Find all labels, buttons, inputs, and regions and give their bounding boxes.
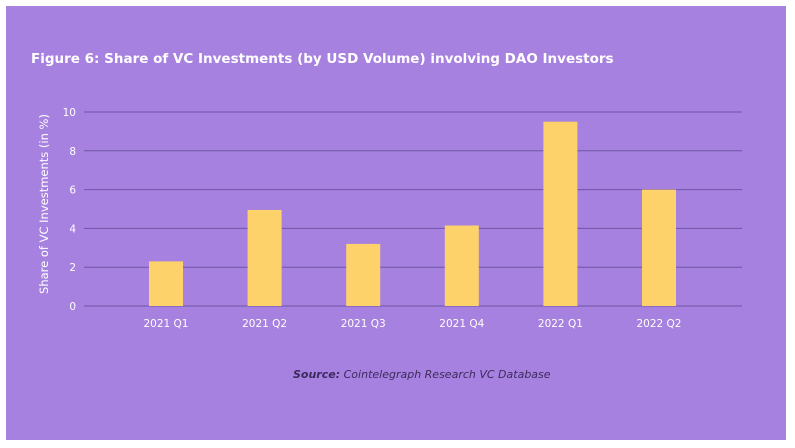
bar-2021-q2 [247,209,282,306]
bar-2021-q1 [149,261,183,306]
y-tick-labels: 0 2 4 6 8 10 [63,107,77,313]
bar-2022-q2 [642,189,676,306]
source-text: Cointelegraph Research VC Database [343,368,551,381]
y-tick-label: 0 [69,301,76,313]
chart-title: Figure 6: Share of VC Investments (by US… [31,51,614,67]
x-tick-label: 2021 Q1 [143,318,188,330]
x-tick-label: 2021 Q3 [341,318,386,330]
bars [149,121,676,306]
x-tick-label: 2021 Q4 [439,318,484,330]
gridlines [84,111,742,307]
source-note: Source: Cointelegraph Research VC Databa… [293,368,551,381]
bar-2021-q3 [346,243,381,306]
x-tick-label: 2022 Q2 [636,318,681,330]
y-tick-label: 2 [69,262,76,274]
y-tick-label: 8 [69,146,76,158]
bar-2021-q4 [444,225,479,306]
x-tick-label: 2021 Q2 [242,318,287,330]
x-tick-labels: 2021 Q1 2021 Q2 2021 Q3 2021 Q4 2022 Q1 2022 … [143,318,681,330]
y-tick-label: 6 [69,185,76,197]
y-tick-label: 4 [69,223,76,235]
source-prefix: Source: [293,368,341,381]
bar-2022-q1 [543,121,578,306]
y-tick-label: 10 [63,107,76,119]
x-tick-label: 2022 Q1 [538,318,583,330]
